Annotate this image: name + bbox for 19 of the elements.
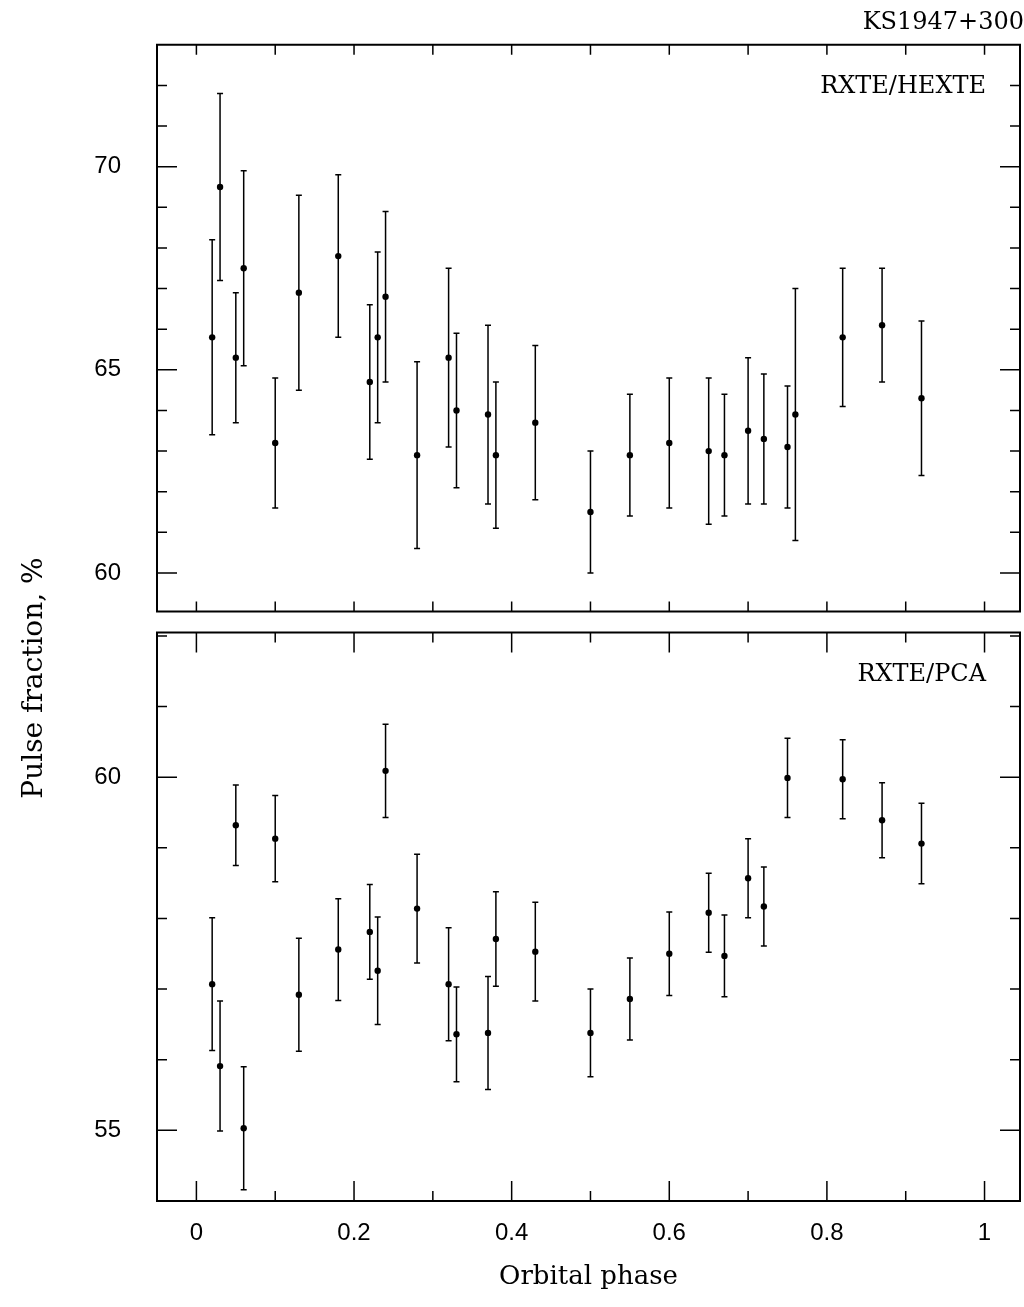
y-tick-label: 70 bbox=[94, 151, 121, 179]
point bbox=[784, 774, 791, 782]
x-tick-label: 0.8 bbox=[810, 1218, 844, 1246]
x-tick-label: 0.2 bbox=[337, 1218, 371, 1246]
y-tick-label: 55 bbox=[94, 1114, 121, 1142]
y-tick-label: 65 bbox=[94, 354, 121, 382]
chart-title: KS1947+300 bbox=[862, 6, 1024, 35]
x-tick-label: 0 bbox=[189, 1218, 204, 1246]
y-tick-label: 60 bbox=[94, 557, 121, 585]
annotation: RXTE/PCA bbox=[857, 658, 987, 687]
y-tick-label: 60 bbox=[94, 761, 121, 789]
x-tick-label: 0.4 bbox=[494, 1218, 529, 1246]
annotation: RXTE/HEXTE bbox=[820, 71, 986, 100]
point bbox=[453, 407, 460, 414]
x-tick-label: 1 bbox=[977, 1218, 992, 1246]
point bbox=[587, 508, 594, 516]
x-axis-title: Orbital phase bbox=[499, 1260, 678, 1291]
x-tick-label: 0.6 bbox=[652, 1218, 686, 1246]
y-axis-title: Pulse fraction, % bbox=[15, 557, 49, 799]
